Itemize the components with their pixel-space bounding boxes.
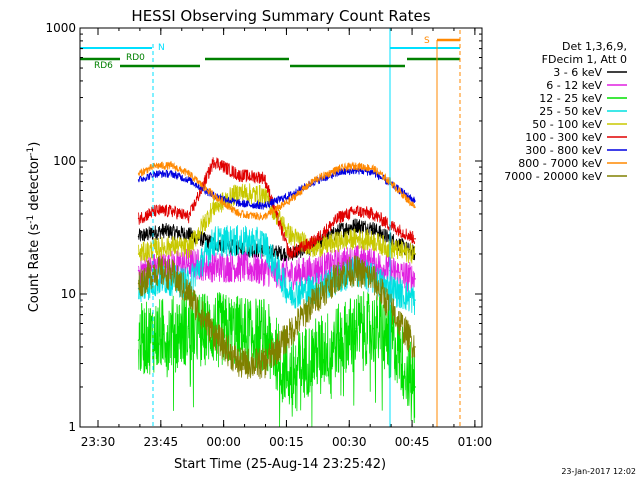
legend-header-line-1: Det 1,3,6,9,: [562, 40, 627, 53]
rd6-flag-label: RD6: [94, 61, 113, 71]
legend-label-8: 800 - 7000 keV: [518, 157, 602, 170]
series-9-line: [138, 255, 416, 380]
series-9: [137, 255, 416, 380]
series-8-line: [138, 160, 416, 221]
series-7: [137, 166, 416, 210]
x-axis-label: Start Time (25-Aug-14 23:25:42): [174, 457, 386, 472]
y-axis-label-sup1: -1: [26, 215, 36, 224]
y-axis-label-main: Count Rate (s: [27, 224, 42, 313]
y-tick-label-2: 10: [61, 287, 76, 301]
x-tick-label-7: 01:00: [458, 435, 493, 449]
legend: Det 1,3,6,9, FDecim 1, Att 0 3 - 6 keV6 …: [504, 40, 627, 183]
y-axis-label-mid: detector: [27, 155, 42, 215]
y-axis-label-sup2: -1: [26, 147, 36, 156]
legend-label-1: 3 - 6 keV: [553, 66, 602, 79]
data-layer: [137, 157, 416, 428]
y-axis-label-end: ): [27, 142, 42, 147]
legend-label-4: 25 - 50 keV: [539, 105, 602, 118]
timestamp: 23-Jan-2017 12:02: [561, 467, 636, 476]
legend-label-9: 7000 - 20000 keV: [504, 170, 602, 183]
chart-title: HESSI Observing Summary Count Rates: [131, 7, 430, 25]
y-tick-label-3: 100: [53, 154, 76, 168]
x-tick-label-2: 23:45: [144, 435, 179, 449]
x-tick-label-6: 00:45: [395, 435, 430, 449]
flag-layer: N RD0 RD6 S: [80, 28, 461, 427]
legend-label-6: 100 - 300 keV: [525, 131, 602, 144]
y-tick-label-1: 1: [68, 420, 76, 434]
legend-label-5: 50 - 100 keV: [532, 118, 602, 131]
legend-label-3: 12 - 25 keV: [539, 92, 602, 105]
legend-label-7: 300 - 800 keV: [525, 144, 602, 157]
x-tick-label-3: 00:00: [206, 435, 241, 449]
x-tick-label-5: 00:30: [332, 435, 367, 449]
x-tick-label-1: 23:30: [81, 435, 116, 449]
y-axis-label: Count Rate (s-1 detector-1): [26, 142, 42, 313]
plot-frame: [79, 27, 483, 428]
y-tick-label-4: 1000: [45, 21, 76, 35]
tick-layer: 23:30 23:45 00:00 00:15 00:30 00:45 01:00 1 10 10…: [45, 21, 492, 449]
series-2-line: [138, 245, 416, 294]
sun-flag-label: S: [424, 36, 430, 46]
rd0-flag-label: RD0: [126, 53, 145, 63]
series-8: [137, 160, 416, 221]
series-6-point-14: [414, 238, 416, 240]
legend-header-line-2: FDecim 1, Att 0: [542, 53, 627, 66]
night-flag-label: N: [158, 43, 165, 53]
legend-label-2: 6 - 12 keV: [546, 79, 602, 92]
series-7-line: [138, 166, 416, 210]
series-9-point-14: [414, 346, 416, 348]
x-tick-label-4: 00:15: [269, 435, 304, 449]
